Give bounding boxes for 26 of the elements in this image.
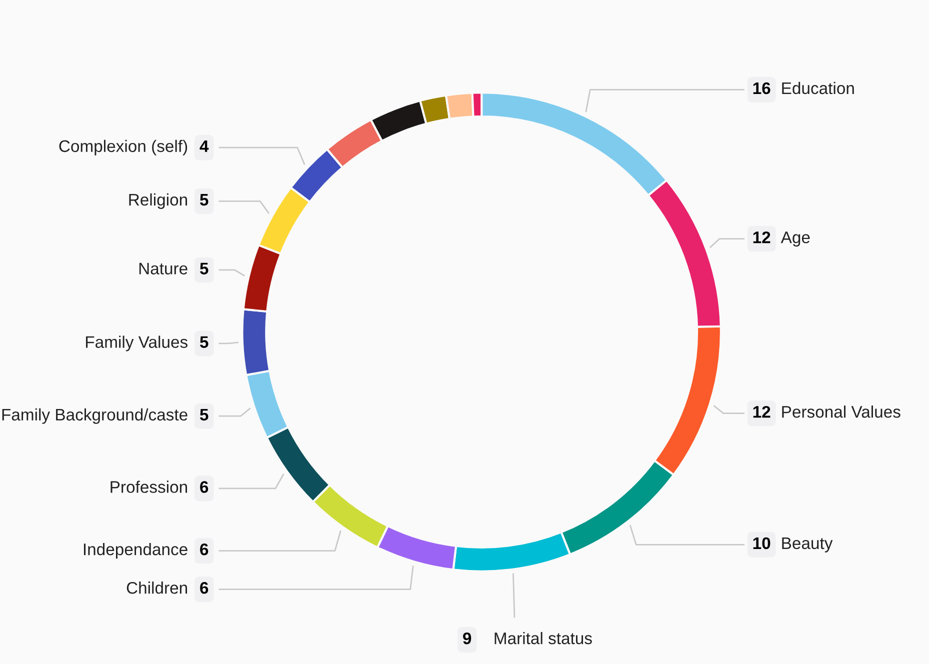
slice-label: Personal Values (782, 406, 900, 418)
slice-label: Religion (129, 193, 187, 209)
data-label: 5 (200, 194, 208, 206)
data-label: 12 (753, 406, 770, 418)
data-label: 10 (753, 537, 770, 550)
data-label: 5 (200, 336, 208, 348)
slice-label: Family Values (86, 336, 188, 352)
slice-label: Age (780, 232, 810, 247)
data-label: 6 (200, 582, 208, 594)
data-label: 5 (200, 408, 208, 421)
data-label: 4 (200, 140, 209, 152)
slice-label: Education (782, 82, 854, 94)
slice-label: Family Background/caste (2, 408, 188, 424)
slice-label: Complexion (self) (59, 140, 188, 156)
data-label: 9 (463, 632, 472, 644)
data-label: 16 (753, 82, 770, 94)
slice-label: Profession (110, 480, 187, 493)
slice-label: Children (126, 582, 187, 594)
slice-label: Marital status (494, 632, 592, 644)
data-label: 12 (753, 231, 770, 244)
data-label: 6 (200, 481, 208, 493)
slice-label: Nature (139, 262, 188, 274)
data-label: 5 (200, 262, 208, 274)
slice-label: Independance (84, 543, 188, 559)
data-label: 6 (200, 543, 208, 556)
slice-label: Beauty (782, 537, 833, 552)
